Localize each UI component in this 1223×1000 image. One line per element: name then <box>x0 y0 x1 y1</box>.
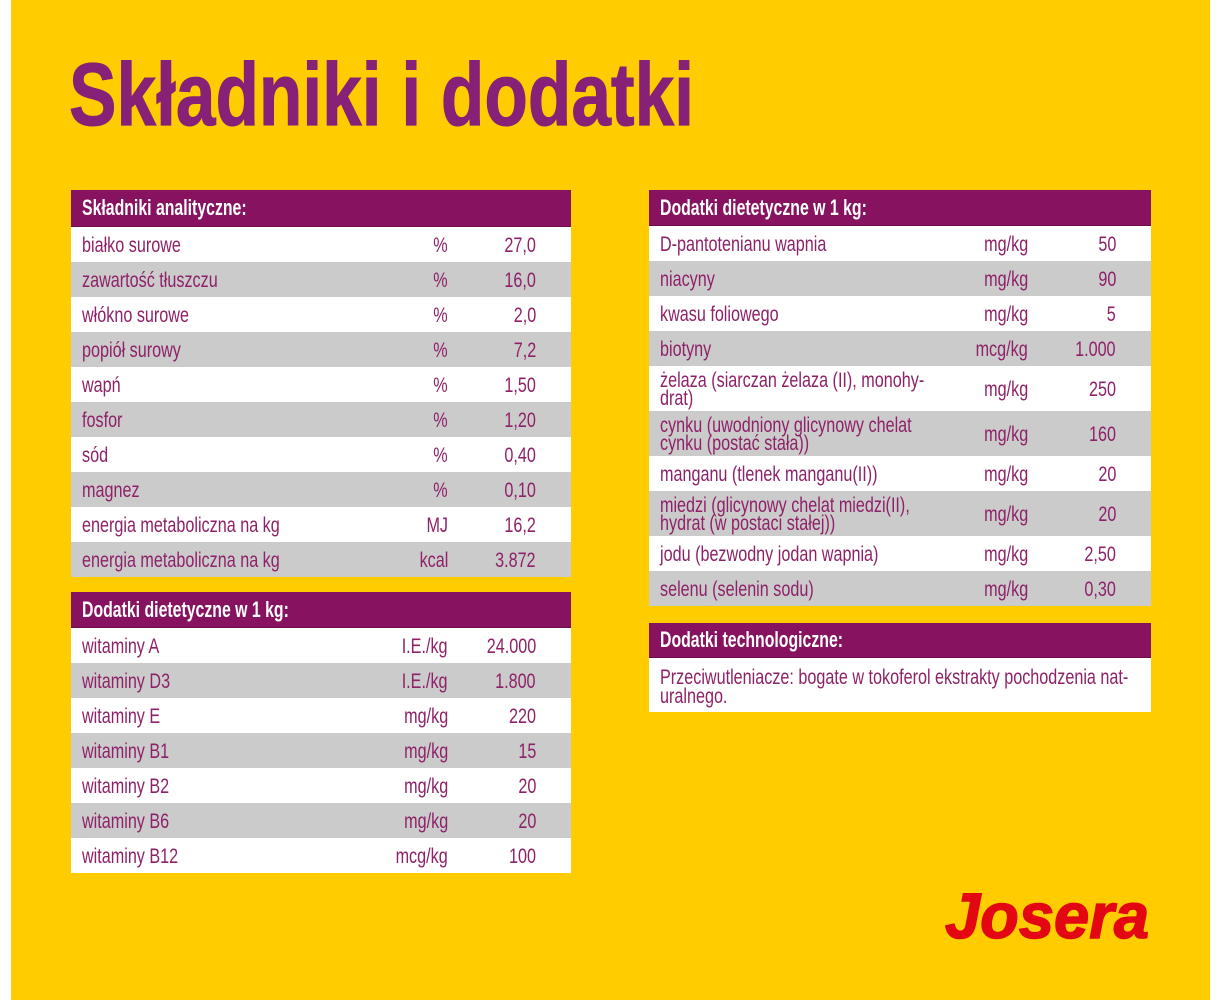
svg-text:Składniki i dodatki: Składniki i dodatki <box>69 50 694 144</box>
svg-text:Josera: Josera <box>945 880 1149 952</box>
